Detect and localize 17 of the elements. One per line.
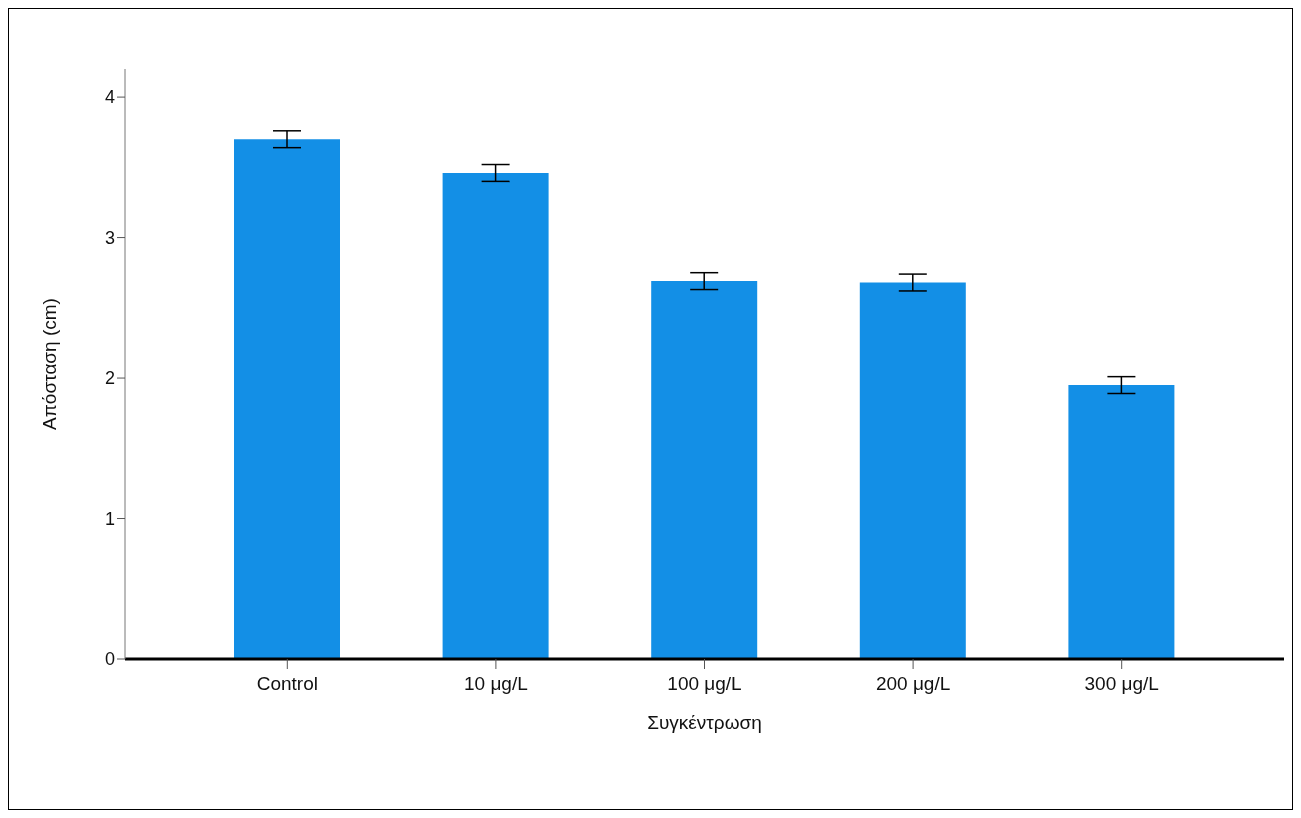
y-tick-label: 0 [104, 649, 115, 670]
bar [234, 139, 340, 659]
bar [859, 282, 966, 659]
x-tick-label: 200 μg/L [875, 673, 951, 695]
y-axis-title: Απόσταση (cm) [38, 298, 60, 430]
x-tick-label: 10 μg/L [464, 673, 528, 695]
bar [1068, 385, 1175, 659]
y-tick-label: 4 [104, 87, 115, 108]
x-tick-label: 300 μg/L [1084, 673, 1159, 695]
bar [442, 172, 549, 659]
x-tick-label: 100 μg/L [667, 673, 742, 695]
y-tick-label: 1 [104, 508, 115, 529]
bar [651, 281, 758, 659]
x-tick-label: Control [256, 673, 318, 695]
x-axis-title: Συγκέντρωση [647, 712, 762, 733]
y-tick-label: 3 [104, 227, 115, 248]
y-tick-label: 2 [104, 368, 115, 389]
